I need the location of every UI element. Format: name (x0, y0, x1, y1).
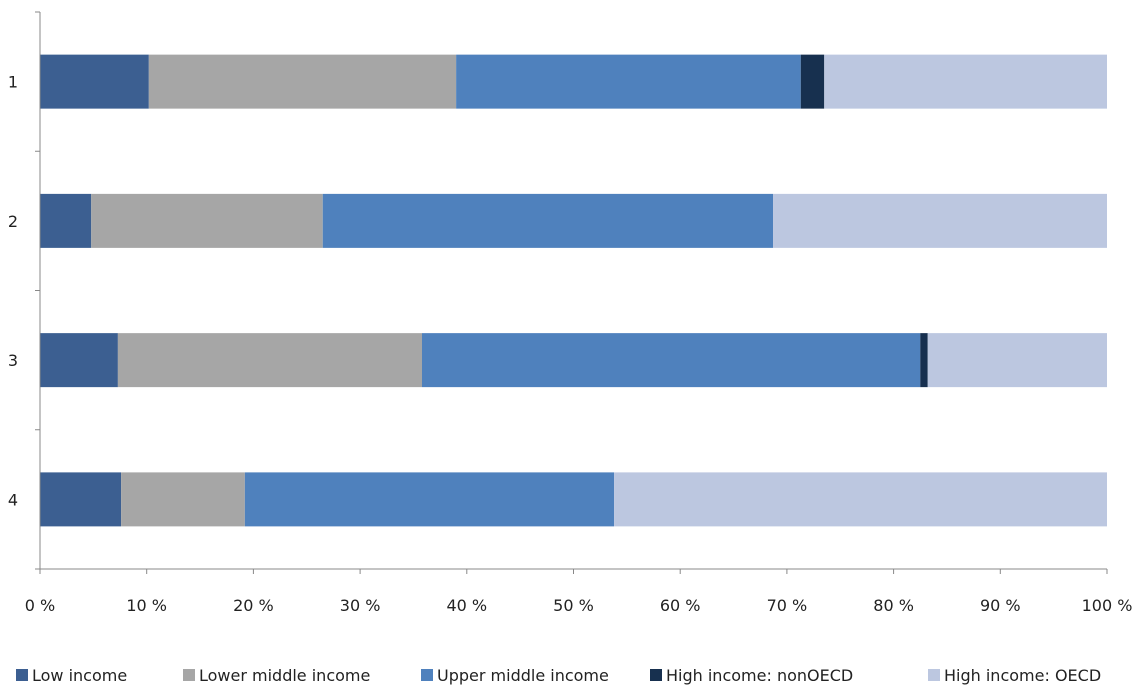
bar-segment-1-row-1 (40, 54, 149, 109)
category-label: 4 (8, 490, 18, 509)
legend-swatch (928, 669, 940, 681)
legend-label: Lower middle income (199, 666, 370, 685)
legend-label: High income: nonOECD (666, 666, 853, 685)
bar-segment-5-row-3 (927, 333, 1107, 388)
x-tick-label: 50 % (553, 596, 594, 615)
x-tick-label: 0 % (25, 596, 55, 615)
bar-segment-5-row-4 (614, 472, 1107, 527)
category-label: 3 (8, 351, 18, 370)
x-tick-label: 60 % (660, 596, 701, 615)
x-tick-label: 30 % (340, 596, 381, 615)
x-tick-label: 80 % (873, 596, 914, 615)
bar-segment-2-row-4 (121, 472, 245, 527)
x-tick-label: 70 % (767, 596, 808, 615)
legend-label: High income: OECD (944, 666, 1101, 685)
legend: Low income Lower middle income Upper middl… (16, 666, 1101, 685)
category-label: 2 (8, 212, 18, 231)
bar-segment-3-row-2 (322, 193, 774, 248)
bar-segment-4-row-3 (920, 333, 928, 388)
legend-swatch (421, 669, 433, 681)
bar-segment-1-row-2 (40, 193, 92, 248)
bar-segment-2-row-2 (91, 193, 323, 248)
bar-segment-3-row-4 (244, 472, 615, 527)
bar-segment-5-row-1 (824, 54, 1107, 109)
bar-segment-3-row-1 (456, 54, 801, 109)
bars-layer (40, 54, 1107, 527)
bar-segment-1-row-4 (40, 472, 122, 527)
x-tick-label: 10 % (126, 596, 167, 615)
legend-swatch (16, 669, 28, 681)
legend-label: Low income (32, 666, 127, 685)
bar-segment-2-row-3 (117, 333, 422, 388)
bar-segment-4-row-1 (800, 54, 825, 109)
x-tick-label: 40 % (446, 596, 487, 615)
x-tick-label: 20 % (233, 596, 274, 615)
bar-segment-1-row-3 (40, 333, 118, 388)
legend-label: Upper middle income (437, 666, 609, 685)
x-tick-label: 100 % (1082, 596, 1133, 615)
legend-swatch (183, 669, 195, 681)
bar-segment-3-row-3 (421, 333, 921, 388)
category-label: 1 (8, 73, 18, 92)
legend-swatch (650, 669, 662, 681)
bar-segment-5-row-2 (773, 193, 1107, 248)
x-tick-label: 90 % (980, 596, 1021, 615)
bar-segment-2-row-1 (148, 54, 457, 109)
